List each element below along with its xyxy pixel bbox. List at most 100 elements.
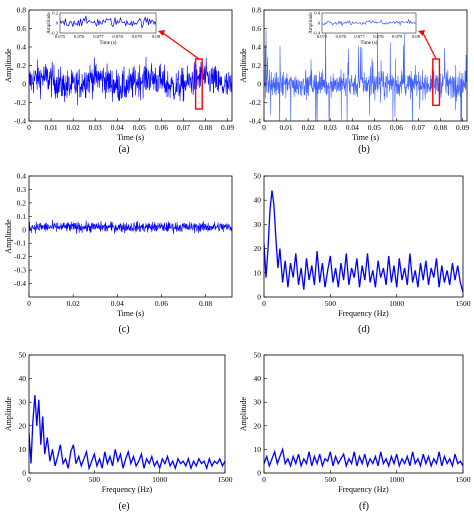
x-tick-label: 0.06 xyxy=(390,123,403,132)
y-axis-label: Amplitude xyxy=(239,396,248,431)
inset-y-tick-label: 0 xyxy=(318,21,321,26)
series-line xyxy=(29,395,225,471)
x-tick-label: 500 xyxy=(89,475,101,484)
plot-area xyxy=(29,395,225,471)
y-tick-label: -0.2 xyxy=(249,98,261,107)
axes-frame xyxy=(263,354,464,474)
panel-f: 0 500 1000 1500 0 10 20 30 40 50 Frequency (Hz) Amp… xyxy=(239,351,471,513)
x-tick-label: 0 xyxy=(262,299,266,308)
x-tick-label: 0.09 xyxy=(221,123,234,132)
axes-frame xyxy=(263,175,464,298)
x-tick-label: 0.01 xyxy=(45,123,58,132)
y-tick-label: 0 xyxy=(257,80,261,89)
inset-x-tick-label: 0.079 xyxy=(132,34,143,39)
panel-label: (b) xyxy=(358,144,370,155)
y-tick-label: 0.8 xyxy=(252,6,262,15)
panel-label: (a) xyxy=(118,144,129,155)
x-axis-label: Frequency (Hz) xyxy=(338,485,389,494)
x-tick-label: 0 xyxy=(27,475,31,484)
y-tick-label: 0 xyxy=(257,469,261,478)
y-tick-label: -0.4 xyxy=(249,117,261,126)
y-tick-label: 0 xyxy=(22,469,26,478)
inset-arrow-line xyxy=(422,32,437,60)
axes-frame xyxy=(28,354,226,474)
y-tick-label: 20 xyxy=(254,244,262,253)
x-tick-label: 0 xyxy=(27,299,31,308)
x-tick-label: 0.04 xyxy=(111,123,124,132)
y-tick-label: 0.6 xyxy=(17,24,27,33)
x-tick-label: 0.08 xyxy=(199,123,212,132)
y-tick-label: 20 xyxy=(254,421,262,430)
y-tick-label: 20 xyxy=(19,421,27,430)
y-axis-label: Amplitude xyxy=(4,48,13,83)
panel-c: 0 0.02 0.04 0.06 0.08 -0.4 -0.3 -0.2 -0.1 0 0.1 0.2… xyxy=(4,172,233,335)
inset-arrow-head xyxy=(418,30,425,36)
y-tick-label: 50 xyxy=(254,172,262,181)
inset-y-tick-label: -0.2 xyxy=(51,31,59,36)
y-tick-label: 0 xyxy=(22,225,26,234)
y-tick-label: 30 xyxy=(19,398,27,407)
y-tick-label: 0.2 xyxy=(17,61,27,70)
x-tick-label: 0.01 xyxy=(280,123,293,132)
x-tick-label: 0.07 xyxy=(412,123,425,132)
x-tick-label: 0.09 xyxy=(456,123,469,132)
x-tick-label: 1000 xyxy=(389,299,404,308)
inset-x-tick-label: 0.076 xyxy=(74,34,85,39)
y-tick-label: 50 xyxy=(254,351,262,360)
y-tick-label: 40 xyxy=(254,196,262,205)
inset-y-tick-label: 0.2 xyxy=(52,11,58,16)
y-axis-label: Amplitude xyxy=(239,48,248,83)
panel-d: 0 500 1000 1500 0 10 20 30 40 50 Frequency (Hz) (d) xyxy=(254,172,471,336)
y-tick-label: 0.6 xyxy=(252,24,262,33)
y-tick-label: 0.4 xyxy=(252,43,262,52)
inset-x-tick-label: 0.079 xyxy=(392,34,403,39)
series-line xyxy=(29,56,232,106)
y-tick-label: 0.4 xyxy=(17,172,27,181)
x-tick-label: 500 xyxy=(325,299,337,308)
panel-label: (e) xyxy=(118,501,129,512)
inset-x-axis-label: Time (s) xyxy=(361,41,378,46)
plot-area xyxy=(29,56,232,106)
x-tick-label: 0.06 xyxy=(155,299,168,308)
y-tick-label: 0.8 xyxy=(17,6,27,15)
x-tick-label: 1000 xyxy=(152,475,167,484)
inset-frame xyxy=(59,12,157,34)
y-tick-label: 10 xyxy=(19,445,27,454)
inset-y-axis-label: Amplitude xyxy=(309,12,314,34)
inset-y-axis-label: Amplitude xyxy=(47,12,52,34)
plot-area xyxy=(264,446,463,469)
series-line xyxy=(264,190,463,293)
y-tick-label: 30 xyxy=(254,398,262,407)
inset-x-tick-label: 0.078 xyxy=(373,34,384,39)
inset-y-tick-label: -0.4 xyxy=(313,31,321,36)
inset-x-tick-label: 0.075 xyxy=(317,34,328,39)
x-tick-label: 0.02 xyxy=(67,123,80,132)
y-axis-label: Amplitude xyxy=(4,219,13,254)
x-tick-label: 0.04 xyxy=(111,299,124,308)
inset: 0.075 0.076 0.077 0.078 0.079 0.08 -0.2 0 0.2 Tim… xyxy=(47,11,161,47)
x-tick-label: 1500 xyxy=(218,475,233,484)
inset-y-tick-label: 0.4 xyxy=(314,11,320,16)
x-tick-label: 0 xyxy=(262,123,266,132)
x-axis-label: Frequency (Hz) xyxy=(102,485,153,494)
series-line xyxy=(29,219,232,235)
y-tick-label: 10 xyxy=(254,268,262,277)
x-tick-label: 0.08 xyxy=(434,123,447,132)
y-tick-label: 0.2 xyxy=(252,61,262,70)
inset-x-tick-label: 0.078 xyxy=(112,34,123,39)
y-tick-label: 0.1 xyxy=(17,212,27,221)
panel-b: 0 0.01 0.02 0.03 0.04 0.05 0.06 0.07 0.08 0.09 -0.… xyxy=(239,6,469,156)
inset-arrow-head xyxy=(158,30,165,36)
plot-area xyxy=(264,190,463,293)
x-tick-label: 0 xyxy=(262,475,266,484)
inset-series-line xyxy=(321,18,417,27)
inset-frame xyxy=(321,12,417,34)
x-tick-label: 1000 xyxy=(389,475,404,484)
y-axis-label: Amplitude xyxy=(4,396,13,431)
y-tick-label: -0.4 xyxy=(14,279,26,288)
y-tick-label: 0 xyxy=(22,80,26,89)
y-tick-label: 0.2 xyxy=(17,198,27,207)
panel-label: (d) xyxy=(358,324,370,335)
inset-arrow-line xyxy=(162,32,200,60)
y-tick-label: -0.2 xyxy=(14,98,26,107)
